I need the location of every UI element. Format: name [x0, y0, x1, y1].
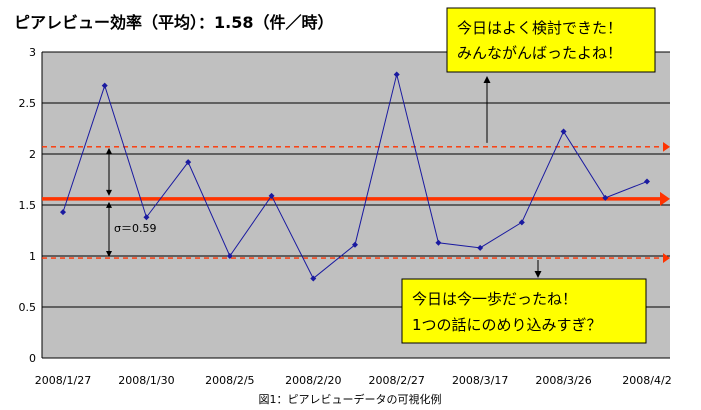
- data-point: [644, 178, 650, 185]
- y-tick-label: 0.5: [19, 301, 37, 314]
- data-point: [602, 194, 609, 201]
- x-tick-label: 2008/2/27: [369, 374, 425, 387]
- annotation-good-line-1: 今日はよく検討できた！: [457, 19, 622, 37]
- mean-line-arrowhead: [660, 191, 670, 206]
- data-point: [393, 71, 400, 78]
- data-point: [185, 159, 192, 166]
- y-tick-label: 1.5: [19, 199, 37, 212]
- series-line: [60, 71, 650, 282]
- data-point: [143, 214, 150, 221]
- x-tick-label: 2008/3/26: [535, 374, 591, 387]
- sigma-arrow-upper-head-top: [106, 147, 112, 154]
- lower-limit-line-arrowhead: [663, 253, 670, 263]
- sigma-indicator: σ＝0.59: [106, 147, 156, 258]
- data-point: [310, 275, 317, 282]
- y-tick-label: 3: [29, 46, 36, 59]
- data-point: [60, 209, 66, 216]
- x-tick-label: 2008/1/27: [35, 374, 91, 387]
- annotations: 今日はよく検討できた！ みんながんばったよね！ 今日は今一歩だったね！ 1つの話…: [401, 7, 656, 344]
- x-tick-label: 2008/2/20: [285, 374, 341, 387]
- y-axis: 0 0.5 1 1.5 2 2.5 3: [19, 46, 43, 365]
- sigma-arrow-lower-head-top: [106, 201, 112, 208]
- data-point: [268, 192, 275, 199]
- x-tick-label: 2008/3/17: [452, 374, 508, 387]
- x-tick-label: 2008/4/2: [622, 374, 671, 387]
- x-tick-label: 2008/2/5: [205, 374, 254, 387]
- x-axis: 2008/1/27 2008/1/30 2008/2/5 2008/2/20 2008/…: [35, 374, 672, 387]
- y-tick-label: 2.5: [19, 97, 37, 110]
- y-tick-label: 1: [29, 250, 36, 263]
- annotation-good-arrowhead: [483, 76, 491, 83]
- y-tick-label: 0: [29, 352, 36, 365]
- sigma-arrow-upper-head-bottom: [106, 189, 112, 196]
- y-tick-label: 2: [29, 148, 36, 161]
- data-point: [518, 219, 525, 226]
- x-tick-label: 2008/1/30: [118, 374, 174, 387]
- sigma-arrow-lower-head-bottom: [106, 251, 112, 258]
- annotation-bad-line-2: 1つの話にのめり込みすぎ？: [412, 316, 602, 334]
- data-point: [101, 82, 108, 89]
- sigma-label: σ＝0.59: [114, 222, 156, 235]
- data-point: [435, 239, 442, 246]
- chart-title: ピアレビュー効率（平均）：1.58（件／時）: [14, 13, 333, 32]
- figure-caption: 図1：ピアレビューデータの可視化例: [259, 392, 442, 406]
- annotation-good-line-2: みんながんばったよね！: [457, 44, 622, 62]
- data-point: [226, 253, 233, 259]
- reference-lines: [42, 141, 670, 263]
- data-point: [477, 244, 484, 251]
- data-point: [560, 128, 567, 135]
- annotation-box-good: [446, 7, 656, 73]
- annotation-box-bad: [401, 278, 647, 344]
- annotation-bad-line-1: 今日は今一歩だったね！: [412, 290, 577, 308]
- annotation-bad-arrowhead: [534, 271, 542, 278]
- data-point: [352, 241, 358, 248]
- upper-limit-line-arrowhead: [663, 141, 670, 152]
